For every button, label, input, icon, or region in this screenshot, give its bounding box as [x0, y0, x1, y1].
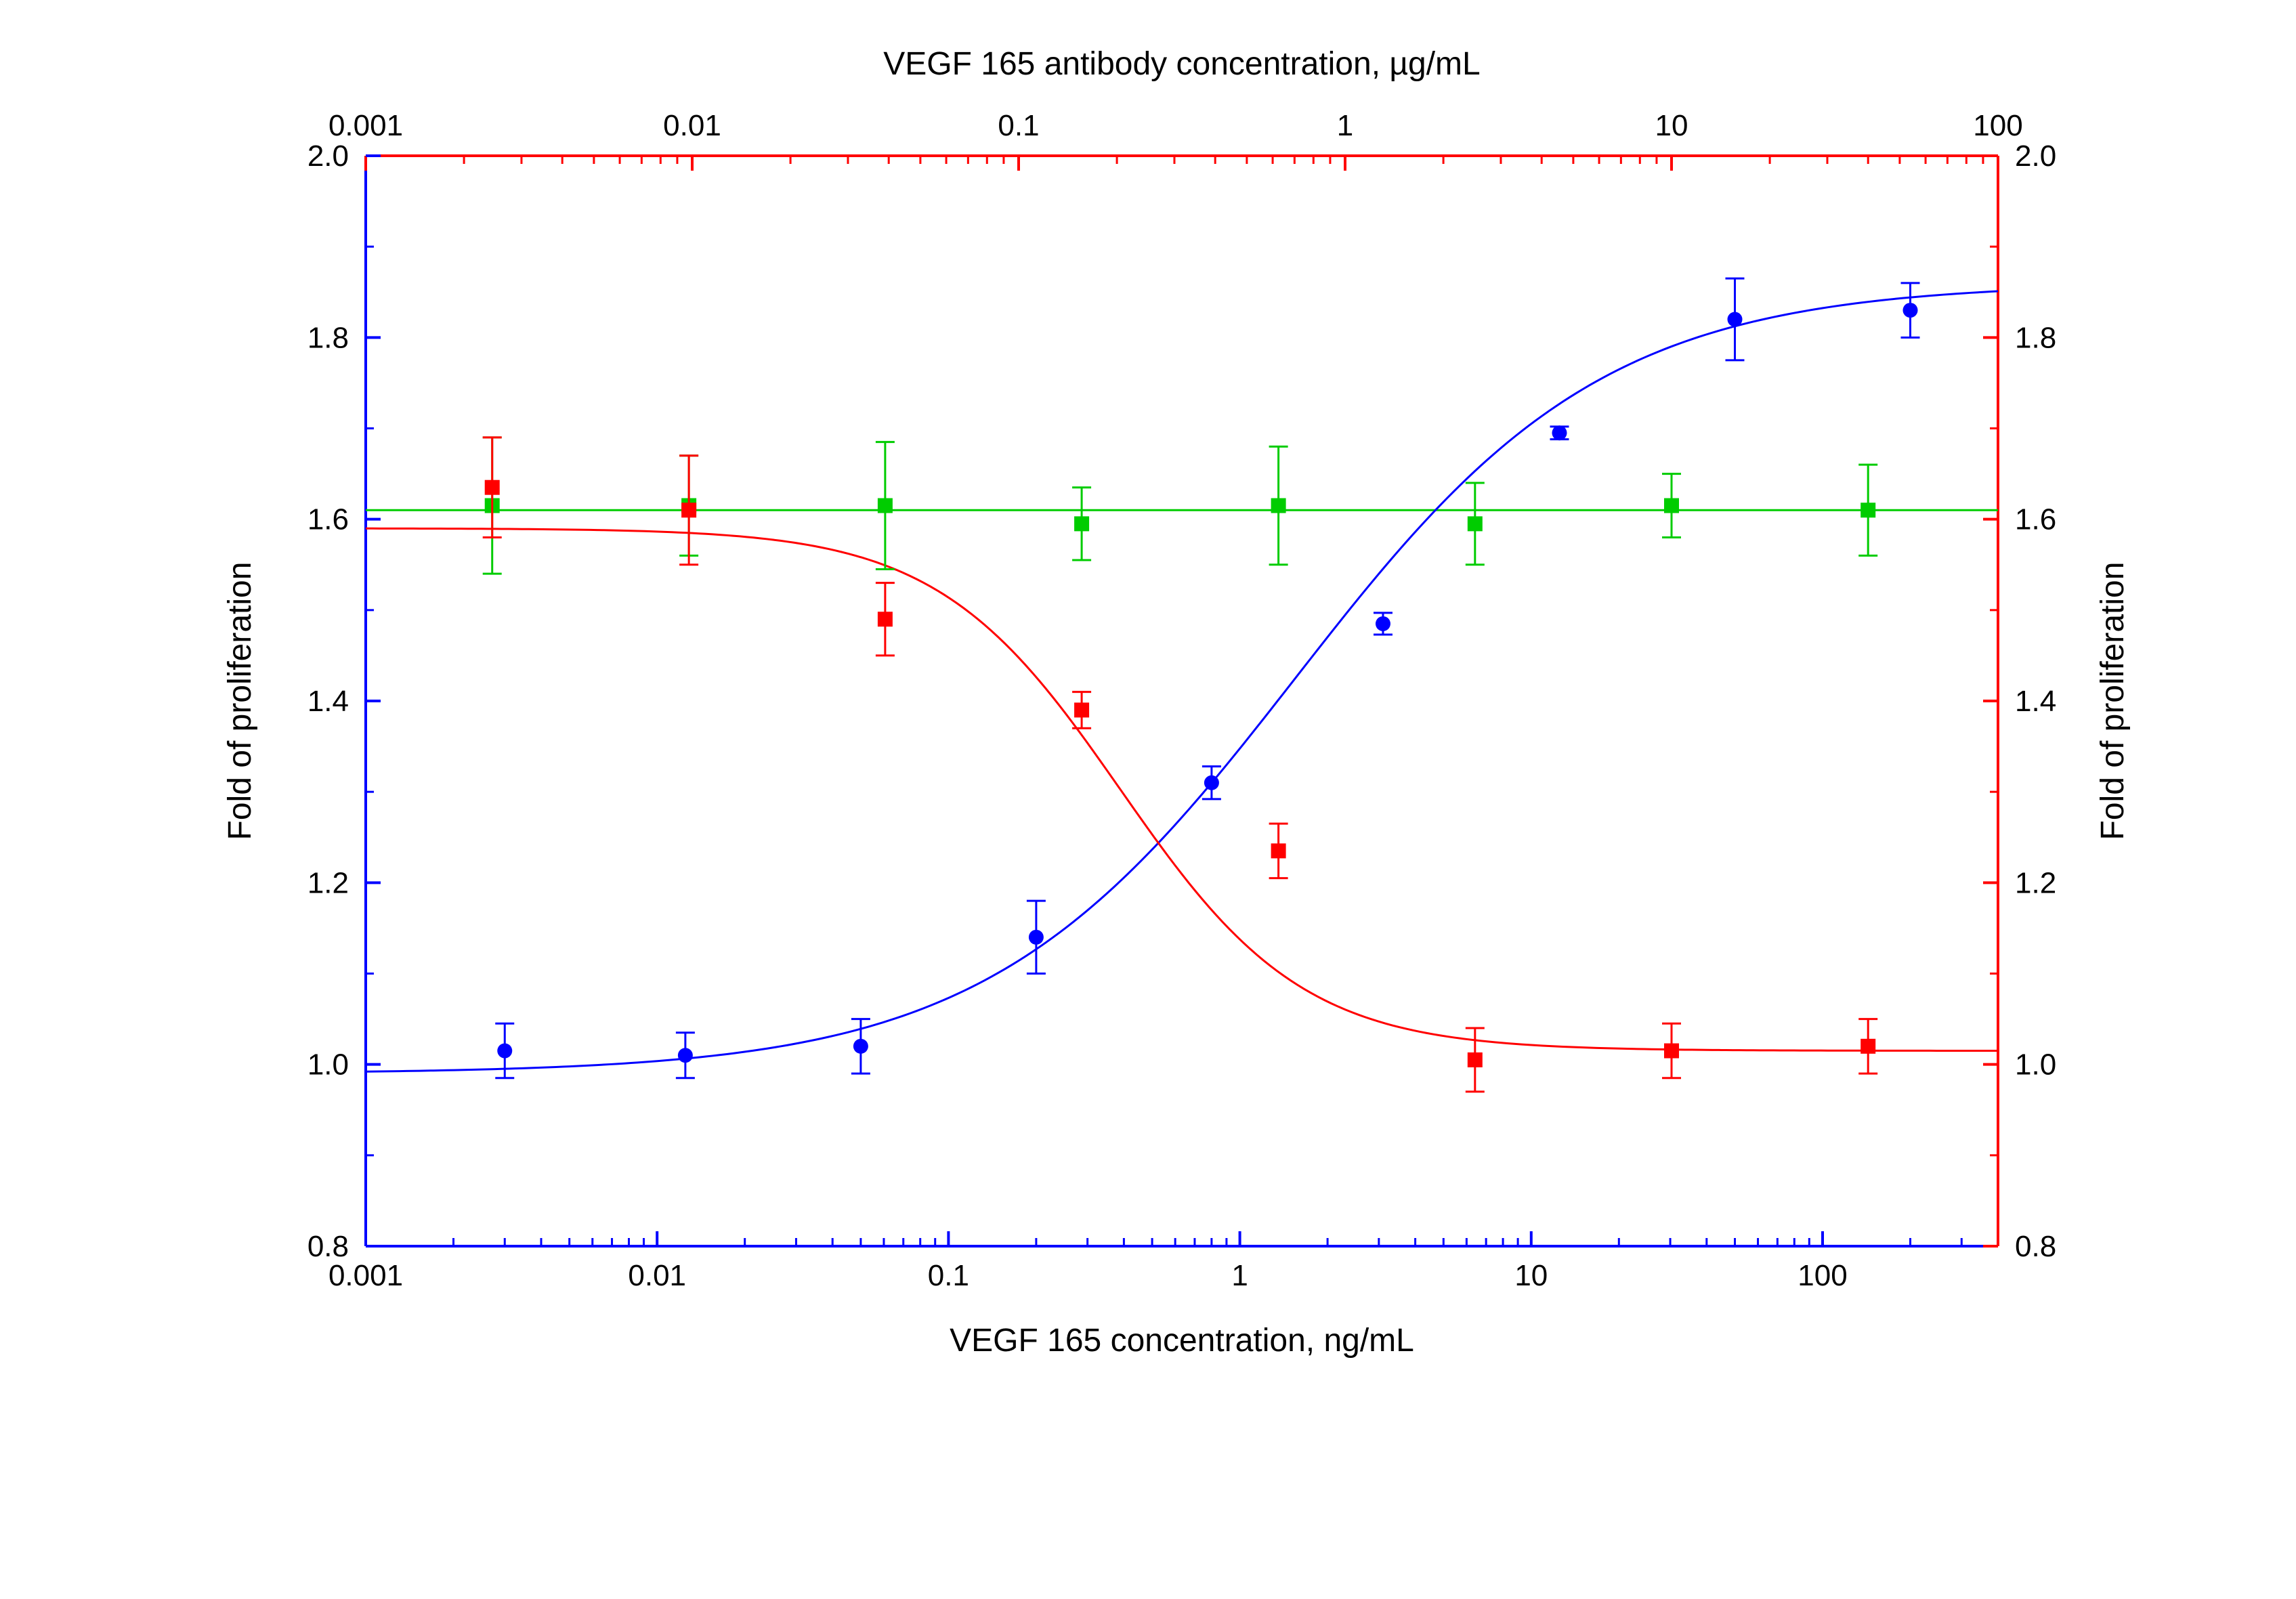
svg-text:2.0: 2.0 — [307, 140, 349, 173]
svg-text:0.001: 0.001 — [328, 109, 403, 142]
svg-text:1.4: 1.4 — [307, 685, 349, 718]
svg-text:1.2: 1.2 — [307, 866, 349, 899]
svg-text:1.8: 1.8 — [307, 321, 349, 354]
chart-container: 0.001 0.01 0.1 1 10 100 VEGF 165 concentration… — [0, 0, 2296, 1599]
svg-text:0.001: 0.001 — [328, 1259, 403, 1292]
svg-text:Fold of proliferation: Fold of proliferation — [2095, 562, 2131, 840]
svg-text:0.01: 0.01 — [663, 109, 721, 142]
svg-text:1.6: 1.6 — [307, 503, 349, 536]
svg-text:0.8: 0.8 — [307, 1230, 349, 1263]
svg-text:1.6: 1.6 — [2015, 503, 2056, 536]
svg-text:Fold of proliferation: Fold of proliferation — [222, 562, 258, 840]
svg-text:1.4: 1.4 — [2015, 685, 2056, 718]
svg-text:100: 100 — [1973, 109, 2022, 142]
svg-text:1.2: 1.2 — [2015, 866, 2056, 899]
svg-text:2.0: 2.0 — [2015, 140, 2056, 173]
svg-text:0.01: 0.01 — [628, 1259, 686, 1292]
svg-text:0.1: 0.1 — [928, 1259, 969, 1292]
svg-text:0.1: 0.1 — [998, 109, 1039, 142]
svg-text:1.8: 1.8 — [2015, 321, 2056, 354]
svg-text:VEGF 165 concentration, ng/mL: VEGF 165 concentration, ng/mL — [950, 1323, 1414, 1359]
svg-text:1: 1 — [1337, 109, 1353, 142]
svg-text:1.0: 1.0 — [307, 1048, 349, 1082]
svg-text:100: 100 — [1798, 1259, 1847, 1292]
svg-text:0.8: 0.8 — [2015, 1230, 2056, 1263]
svg-text:10: 10 — [1514, 1259, 1548, 1292]
vegf-chart: 0.001 0.01 0.1 1 10 100 VEGF 165 concentration… — [0, 0, 2296, 1599]
svg-text:10: 10 — [1655, 109, 1688, 142]
svg-text:1: 1 — [1231, 1259, 1248, 1292]
svg-text:1.0: 1.0 — [2015, 1048, 2056, 1082]
svg-text:VEGF 165 antibody concentratio: VEGF 165 antibody concentration, µg/mL — [883, 46, 1480, 82]
